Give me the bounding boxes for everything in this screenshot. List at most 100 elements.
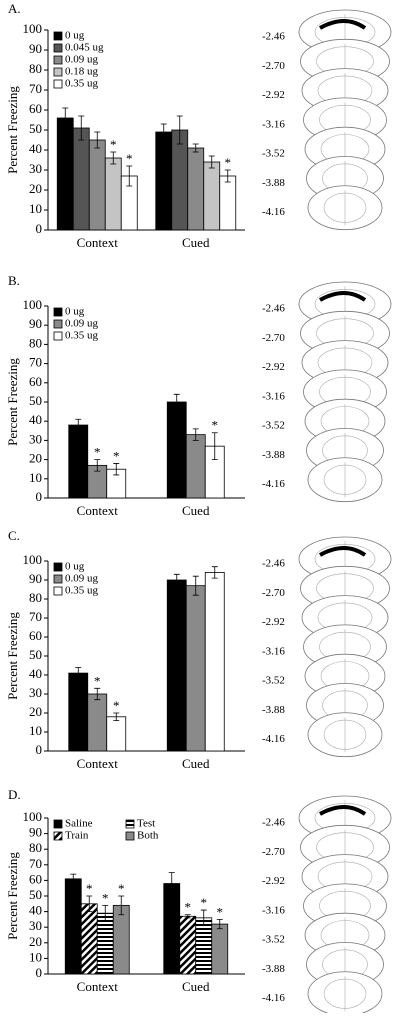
error-bar bbox=[224, 169, 231, 183]
y-tick-label: 20 bbox=[29, 934, 42, 949]
y-tick-label: 70 bbox=[29, 856, 42, 871]
y-axis-label: Percent Freezing bbox=[5, 852, 20, 940]
legend-label: 0.09 ug bbox=[65, 318, 99, 330]
significance: * bbox=[113, 448, 120, 463]
x-tick-label: Cued bbox=[182, 756, 210, 771]
y-tick-label: 20 bbox=[29, 704, 42, 719]
error-bar bbox=[192, 428, 199, 441]
atlas-level: -2.46 bbox=[262, 817, 285, 829]
legend-swatch bbox=[53, 79, 63, 89]
bar bbox=[87, 693, 108, 752]
atlas-level: -2.70 bbox=[262, 332, 285, 344]
atlas bbox=[298, 9, 392, 231]
y-tick-label: 60 bbox=[29, 628, 42, 643]
legend-swatch bbox=[53, 819, 63, 829]
hippocampus bbox=[319, 546, 367, 557]
atlas-level: -2.92 bbox=[262, 89, 285, 101]
error-bar bbox=[62, 107, 69, 129]
significance: * bbox=[201, 895, 208, 910]
error-bar bbox=[113, 712, 120, 721]
significance: * bbox=[217, 904, 224, 919]
bar bbox=[163, 883, 181, 975]
y-tick-label: 30 bbox=[29, 161, 42, 176]
y-tick-label: 80 bbox=[29, 590, 42, 605]
legend-label: 0.045 ug bbox=[65, 42, 104, 54]
atlas-level: -4.16 bbox=[262, 992, 285, 1004]
y-tick-label: 60 bbox=[29, 101, 42, 116]
bar bbox=[166, 579, 187, 752]
legend-swatch bbox=[53, 307, 63, 317]
legend-label: Both bbox=[137, 830, 159, 842]
bar bbox=[68, 672, 89, 752]
y-tick-label: 60 bbox=[29, 871, 42, 886]
atlas bbox=[298, 536, 392, 758]
y-tick-label: 30 bbox=[29, 685, 42, 700]
y-tick-label: 90 bbox=[29, 41, 42, 56]
y-tick-label: 20 bbox=[29, 181, 42, 196]
error-bar bbox=[118, 895, 125, 916]
bar bbox=[106, 716, 127, 752]
bar bbox=[88, 139, 106, 231]
error-bar bbox=[192, 143, 199, 153]
error-bar bbox=[216, 919, 223, 930]
y-tick-label: 10 bbox=[29, 201, 42, 216]
atlas-level: -3.52 bbox=[262, 675, 285, 687]
significance: * bbox=[102, 890, 109, 905]
error-bar bbox=[75, 418, 82, 432]
error-bar bbox=[211, 432, 218, 460]
bar bbox=[112, 904, 130, 975]
atlas-level: -2.70 bbox=[262, 587, 285, 599]
legend-label: 0 ug bbox=[65, 306, 85, 318]
error-bar bbox=[211, 566, 218, 579]
legend-label: 0.18 ug bbox=[65, 66, 99, 78]
hippocampus bbox=[319, 19, 367, 30]
error-bar bbox=[75, 667, 82, 680]
error-bar bbox=[70, 873, 77, 884]
y-tick-label: 40 bbox=[29, 666, 42, 681]
atlas-level: -4.16 bbox=[262, 206, 285, 218]
y-tick-label: 50 bbox=[29, 887, 42, 902]
x-tick-label: Context bbox=[77, 503, 119, 518]
atlas-level: -3.88 bbox=[262, 963, 285, 975]
atlas bbox=[298, 795, 392, 1017]
y-tick-label: 0 bbox=[36, 489, 43, 504]
error-bar bbox=[208, 155, 215, 169]
atlas bbox=[298, 281, 392, 503]
y-tick-label: 40 bbox=[29, 903, 42, 918]
y-tick-label: 30 bbox=[29, 918, 42, 933]
legend-label: 0.35 ug bbox=[65, 330, 99, 342]
y-tick-label: 10 bbox=[29, 723, 42, 738]
y-tick-label: 80 bbox=[29, 335, 42, 350]
atlas-level: -3.88 bbox=[262, 449, 285, 461]
legend-label: 0.09 ug bbox=[65, 573, 99, 585]
bar bbox=[72, 127, 90, 231]
bar bbox=[68, 424, 89, 499]
error-bar bbox=[94, 459, 101, 472]
error-bar bbox=[184, 914, 191, 919]
legend-label: 0 ug bbox=[65, 561, 85, 573]
bar bbox=[155, 131, 173, 231]
atlas-level: -3.52 bbox=[262, 934, 285, 946]
bar bbox=[179, 915, 197, 975]
atlas-level: -3.52 bbox=[262, 148, 285, 160]
bar bbox=[195, 917, 213, 975]
y-tick-label: 0 bbox=[36, 742, 43, 757]
legend-label: 0.09 ug bbox=[65, 54, 99, 66]
bar bbox=[187, 147, 205, 231]
y-tick-label: 70 bbox=[29, 81, 42, 96]
y-tick-label: 100 bbox=[23, 809, 43, 824]
atlas-level: -2.46 bbox=[262, 303, 285, 315]
error-bar bbox=[113, 463, 120, 476]
atlas-level: -2.92 bbox=[262, 361, 285, 373]
y-tick-label: 10 bbox=[29, 949, 42, 964]
y-tick-label: 70 bbox=[29, 609, 42, 624]
y-tick-label: 50 bbox=[29, 393, 42, 408]
atlas-level: -2.70 bbox=[262, 60, 285, 72]
significance: * bbox=[126, 151, 133, 166]
legend-swatch bbox=[53, 574, 63, 584]
x-tick-label: Cued bbox=[182, 235, 210, 250]
error-bar bbox=[168, 872, 175, 895]
y-tick-label: 70 bbox=[29, 355, 42, 370]
y-tick-label: 90 bbox=[29, 316, 42, 331]
y-tick-label: 10 bbox=[29, 470, 42, 485]
